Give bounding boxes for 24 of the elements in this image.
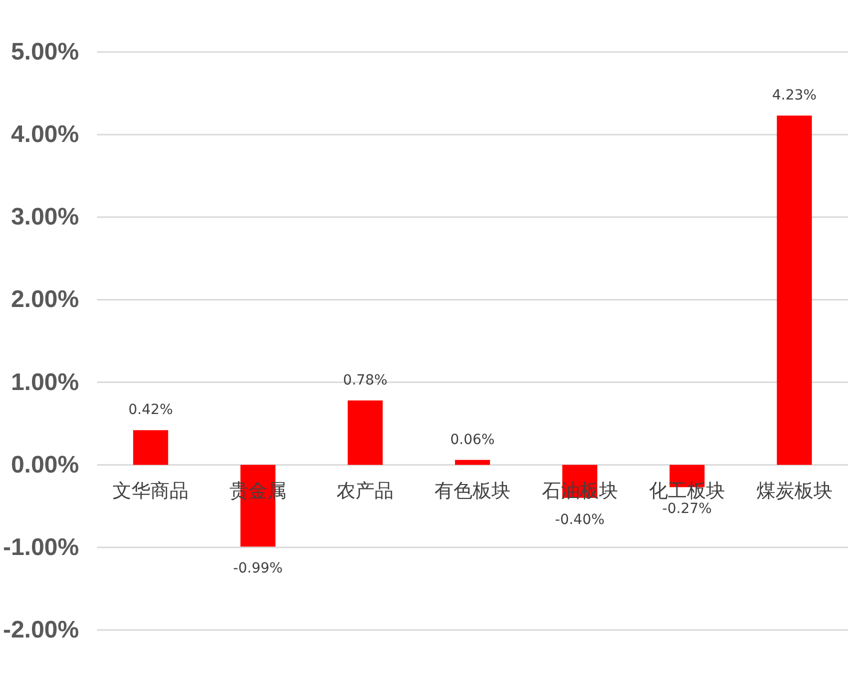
y-tick-label: 5.00% <box>10 38 79 66</box>
bar <box>776 116 812 465</box>
x-tick-label: 煤炭板块 <box>756 480 832 502</box>
data-label: -0.99% <box>233 560 283 577</box>
bar <box>348 400 383 465</box>
data-label: 0.06% <box>450 432 495 448</box>
y-tick-label: 3.00% <box>10 204 79 231</box>
y-tick-label: 4.00% <box>10 121 79 148</box>
data-label: 4.23% <box>772 88 817 104</box>
bar <box>133 430 168 465</box>
x-tick-label: 有色板块 <box>434 480 510 502</box>
data-label: 0.42% <box>128 402 173 418</box>
y-tick-label: 1.00% <box>10 368 79 396</box>
x-tick-label: 农产品 <box>336 480 394 502</box>
x-tick-label: 化工板块 <box>649 480 726 502</box>
y-tick-label: -2.00% <box>2 616 79 644</box>
x-tick-label: 文华商品 <box>112 480 189 502</box>
y-tick-label: 2.00% <box>10 286 79 314</box>
data-label: -0.27% <box>662 501 712 518</box>
bar <box>455 460 490 465</box>
y-tick-label: 0.00% <box>10 451 79 478</box>
data-label: 0.78% <box>342 372 388 388</box>
y-tick-label: -1.00% <box>2 534 79 561</box>
data-label: -0.40% <box>555 512 605 528</box>
